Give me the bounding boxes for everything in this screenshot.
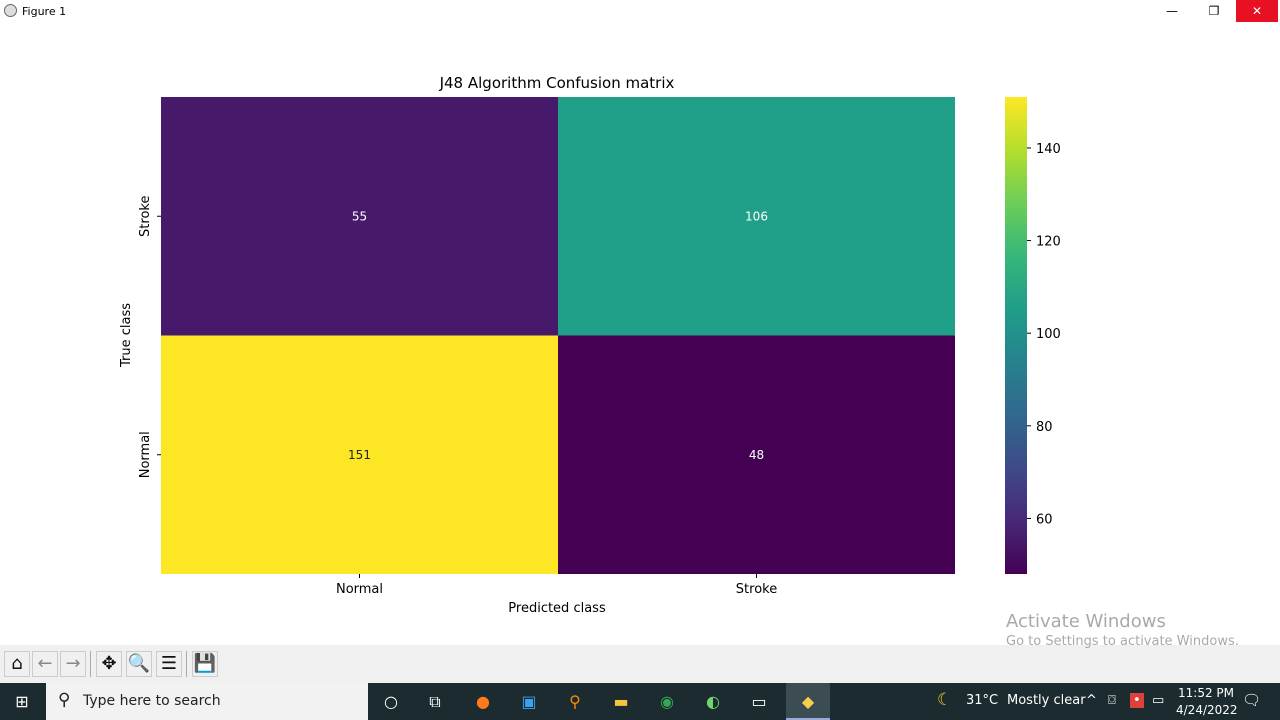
magnifier-icon: 🔍 bbox=[127, 653, 151, 674]
chart-title: J48 Algorithm Confusion matrix bbox=[439, 74, 675, 92]
confusion-matrix-chart: J48 Algorithm Confusion matrix 55 106 151 4… bbox=[119, 74, 1061, 616]
firefox-icon: ● bbox=[476, 692, 490, 711]
chrome-icon: ◉ bbox=[660, 692, 674, 711]
meet-now-icon[interactable]: ⌼ bbox=[1108, 693, 1116, 708]
colorbar-tick-label: 80 bbox=[1036, 420, 1053, 435]
cell-value-label: 106 bbox=[745, 209, 768, 223]
toolbar-separator bbox=[90, 651, 91, 677]
move-icon: ✥ bbox=[101, 653, 117, 674]
watermark-title: Activate Windows bbox=[1006, 611, 1166, 632]
minimize-button[interactable]: — bbox=[1151, 0, 1193, 22]
configure-button[interactable]: ☰ bbox=[156, 651, 182, 677]
home-button[interactable]: ⌂ bbox=[4, 651, 30, 677]
colorbar-tick-label: 60 bbox=[1036, 512, 1053, 527]
weather-temp[interactable]: 31°C bbox=[966, 693, 999, 708]
arrow-left-icon: ← bbox=[37, 653, 53, 674]
app-icon bbox=[4, 4, 17, 17]
cortana-button[interactable]: ○ bbox=[379, 690, 403, 714]
cell-value-label: 55 bbox=[352, 209, 367, 223]
figure-canvas: J48 Algorithm Confusion matrix 55 106 151 4… bbox=[0, 22, 1280, 645]
circle-icon: ○ bbox=[384, 692, 398, 711]
show-hidden-icons-chevron-icon[interactable]: ^ bbox=[1086, 693, 1097, 708]
pan-button[interactable]: ✥ bbox=[96, 651, 122, 677]
windows-icon: ⊞ bbox=[15, 692, 29, 711]
restore-icon: ❐ bbox=[1208, 4, 1220, 18]
minimize-icon: — bbox=[1166, 4, 1178, 18]
floppy-icon: 💾 bbox=[193, 653, 217, 674]
title-bar: Figure 1 — ❐ ✕ bbox=[0, 0, 1280, 22]
arrow-right-icon: → bbox=[65, 653, 81, 674]
forward-button[interactable]: → bbox=[60, 651, 86, 677]
search-app-button[interactable]: ⚲ bbox=[563, 690, 587, 714]
sliders-icon: ☰ bbox=[160, 653, 178, 674]
clock-date[interactable]: 4/24/2022 bbox=[1176, 703, 1238, 717]
colorbar-tick-label: 140 bbox=[1036, 142, 1061, 157]
taskbar: ⊞ ⚲ Type here to search ○ ⧉ ● ▣ ⚲ ▬ ◉ ◐ … bbox=[0, 683, 1280, 720]
y-axis-label: True class bbox=[119, 303, 134, 368]
weather-condition[interactable]: Mostly clear bbox=[1007, 693, 1086, 708]
python-button[interactable]: ◆ bbox=[786, 683, 830, 720]
search-icon: ⚲ bbox=[58, 690, 71, 710]
network-icon[interactable]: ▭ bbox=[1152, 693, 1165, 708]
folder-icon: ▬ bbox=[613, 692, 629, 711]
colorbar-tick-label: 100 bbox=[1036, 327, 1061, 342]
save-button[interactable]: 💾 bbox=[192, 651, 218, 677]
notifications-icon[interactable]: 🗨 bbox=[1242, 691, 1262, 709]
firefox-button[interactable]: ● bbox=[471, 690, 495, 714]
file-explorer-button[interactable]: ▬ bbox=[609, 690, 633, 714]
task-view-button[interactable]: ⧉ bbox=[423, 690, 447, 714]
colorbar bbox=[1005, 97, 1027, 574]
x-tick-label: Stroke bbox=[736, 582, 777, 597]
cell-value-label: 151 bbox=[348, 448, 371, 462]
toolbar-separator bbox=[186, 651, 187, 677]
y-tick-label: Normal bbox=[138, 431, 153, 478]
start-button[interactable]: ⊞ bbox=[10, 690, 34, 714]
green-app-icon: ◐ bbox=[706, 692, 720, 711]
restore-button[interactable]: ❐ bbox=[1193, 0, 1235, 22]
search-box[interactable]: ⚲ Type here to search bbox=[46, 683, 368, 720]
heatmap-cell bbox=[558, 335, 955, 574]
y-tick-label: Stroke bbox=[138, 196, 153, 237]
back-button[interactable]: ← bbox=[32, 651, 58, 677]
close-button[interactable]: ✕ bbox=[1236, 0, 1278, 22]
activation-watermark: Activate Windows Go to Settings to activ… bbox=[1006, 611, 1239, 649]
watermark-subtitle: Go to Settings to activate Windows. bbox=[1006, 634, 1239, 649]
recorder-icon[interactable]: • bbox=[1130, 693, 1144, 708]
python-icon: ◆ bbox=[801, 692, 815, 711]
home-icon: ⌂ bbox=[11, 653, 23, 674]
task-view-icon: ⧉ bbox=[429, 692, 441, 711]
x-tick-label: Normal bbox=[336, 582, 383, 597]
magnifier-app-icon: ⚲ bbox=[569, 692, 581, 711]
heatmap-cell bbox=[161, 335, 558, 574]
terminal-button[interactable]: ▭ bbox=[747, 690, 771, 714]
window-title: Figure 1 bbox=[22, 5, 67, 18]
terminal-icon: ▭ bbox=[751, 692, 767, 711]
chrome-button[interactable]: ◉ bbox=[655, 690, 679, 714]
clock-time[interactable]: 11:52 PM bbox=[1178, 686, 1234, 700]
heatmap-cell bbox=[558, 97, 955, 336]
heatmap-cell bbox=[161, 97, 558, 336]
x-axis-label: Predicted class bbox=[508, 601, 606, 616]
zoom-button[interactable]: 🔍 bbox=[126, 651, 152, 677]
weather-moon-icon: ☾ bbox=[937, 690, 953, 710]
app-button[interactable]: ◐ bbox=[701, 690, 725, 714]
navigation-toolbar: ⌂ ← → ✥ 🔍 ☰ 💾 bbox=[0, 645, 1280, 683]
store-button[interactable]: ▣ bbox=[517, 690, 541, 714]
store-icon: ▣ bbox=[521, 692, 537, 711]
colorbar-tick-label: 120 bbox=[1036, 235, 1061, 250]
close-icon: ✕ bbox=[1251, 4, 1263, 18]
cell-value-label: 48 bbox=[749, 448, 764, 462]
search-placeholder: Type here to search bbox=[83, 693, 221, 709]
